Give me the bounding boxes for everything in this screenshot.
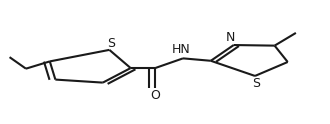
Text: S: S bbox=[107, 37, 115, 50]
Text: S: S bbox=[253, 77, 261, 90]
Text: O: O bbox=[150, 89, 160, 102]
Text: HN: HN bbox=[172, 43, 191, 56]
Text: N: N bbox=[226, 31, 235, 44]
